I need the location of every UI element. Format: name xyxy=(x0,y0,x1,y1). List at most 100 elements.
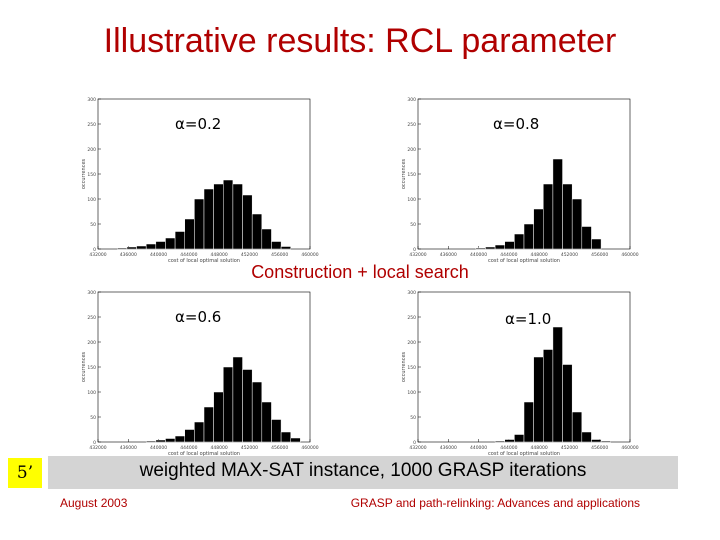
x-tick-label: 452000 xyxy=(241,252,258,258)
histogram-chart: 0 50 100 150 200 250 300 432000 436000 440000 4440… xyxy=(401,290,639,457)
y-tick-label: 50 xyxy=(410,222,416,228)
x-tick-label: 448000 xyxy=(531,445,548,451)
histogram-bar xyxy=(165,237,176,250)
x-tick-label: 448000 xyxy=(531,252,548,258)
x-tick-label: 452000 xyxy=(561,445,578,451)
alpha-label: α=1.0 xyxy=(505,310,552,328)
y-axis-label: occurrences xyxy=(401,158,407,189)
histogram-bar xyxy=(184,429,195,443)
histogram-chart: 0 50 100 150 200 250 300 432000 436000 440000 4440… xyxy=(401,97,639,264)
histogram-bar xyxy=(552,326,563,443)
histogram-bar xyxy=(213,183,224,250)
y-tick-label: 150 xyxy=(87,365,96,371)
y-tick-label: 250 xyxy=(87,315,96,321)
histogram-bar xyxy=(494,440,505,443)
footer-title: GRASP and path-relinking: Advances and a… xyxy=(350,496,640,510)
y-tick-label: 150 xyxy=(407,172,416,178)
x-axis-label: cost of local optimal solution xyxy=(488,258,560,264)
histogram-bar xyxy=(251,381,263,443)
y-tick-label: 100 xyxy=(407,197,416,203)
x-tick-label: 432000 xyxy=(409,445,426,451)
y-tick-label: 250 xyxy=(407,122,416,128)
histogram-bar xyxy=(552,158,563,250)
y-tick-label: 250 xyxy=(407,315,416,321)
histogram-panel-alpha-1-0: 0 50 100 150 200 250 300 432000 436000 440000 4440… xyxy=(398,288,639,458)
y-tick-label: 200 xyxy=(407,340,416,346)
y-tick-label: 100 xyxy=(87,390,96,396)
histogram-bar xyxy=(494,244,505,250)
x-tick-label: 456000 xyxy=(271,252,288,258)
y-tick-label: 200 xyxy=(87,147,96,153)
y-tick-label: 0 xyxy=(413,247,416,253)
histogram-panel-alpha-0-6: 0 50 100 150 200 250 300 432000 436000 440000 4440… xyxy=(78,288,319,458)
x-tick-label: 440000 xyxy=(150,252,167,258)
x-tick-label: 436000 xyxy=(120,252,137,258)
x-tick-label: 444000 xyxy=(500,445,517,451)
histogram-bar xyxy=(165,438,176,443)
histogram-bar xyxy=(261,401,272,443)
x-axis-label: cost of local optimal solution xyxy=(488,451,560,457)
histogram-bar xyxy=(543,183,554,250)
histogram-bar xyxy=(600,440,611,443)
histogram-bar xyxy=(271,419,282,443)
histogram-bar xyxy=(280,246,291,250)
x-tick-label: 444000 xyxy=(180,252,197,258)
y-tick-label: 300 xyxy=(407,290,416,296)
x-tick-label: 444000 xyxy=(180,445,197,451)
x-tick-label: 436000 xyxy=(120,445,137,451)
histogram-bar xyxy=(126,246,137,250)
x-tick-label: 432000 xyxy=(409,252,426,258)
histogram-bar xyxy=(194,198,205,250)
histogram-bar xyxy=(571,411,583,443)
histogram-bar xyxy=(155,439,166,443)
y-tick-label: 100 xyxy=(87,197,96,203)
y-tick-label: 300 xyxy=(87,97,96,103)
x-tick-label: 460000 xyxy=(621,445,638,451)
footer-date: August 2003 xyxy=(60,496,128,510)
caption-text: weighted MAX-SAT instance, 1000 GRASP it… xyxy=(139,460,587,481)
histogram-panel-alpha-0-8: 0 50 100 150 200 250 300 432000 436000 440000 4440… xyxy=(398,95,639,265)
histogram-bar xyxy=(155,241,166,250)
y-axis-label: occurrences xyxy=(81,351,87,382)
section-subtitle: Construction + local search xyxy=(251,262,469,282)
x-tick-label: 456000 xyxy=(591,445,608,451)
alpha-label: α=0.2 xyxy=(175,115,222,133)
y-tick-label: 150 xyxy=(407,365,416,371)
histogram-bar xyxy=(203,406,214,443)
slide-title: Illustrative results: RCL parameter xyxy=(103,22,617,60)
histogram-bar xyxy=(485,246,496,250)
histogram-bar xyxy=(223,179,234,250)
y-tick-label: 150 xyxy=(87,172,96,178)
y-tick-label: 200 xyxy=(407,147,416,153)
y-tick-label: 0 xyxy=(93,247,96,253)
histogram-panel-alpha-0-2: 0 50 100 150 200 250 300 432000 436000 440000 4440… xyxy=(78,95,319,265)
histogram-bar xyxy=(145,243,157,250)
x-tick-label: 456000 xyxy=(591,252,608,258)
histogram-bar xyxy=(581,226,592,250)
histogram-bar xyxy=(514,434,525,443)
histogram-bar xyxy=(174,231,185,250)
alpha-label: α=0.6 xyxy=(175,308,222,326)
y-axis-label: occurrences xyxy=(81,158,87,189)
y-tick-label: 300 xyxy=(407,97,416,103)
histogram-bar xyxy=(504,241,515,250)
caption-band: weighted MAX-SAT instance, 1000 GRASP it… xyxy=(48,456,678,489)
x-tick-label: 440000 xyxy=(470,252,487,258)
y-axis-label: occurrences xyxy=(401,351,407,382)
x-tick-label: 440000 xyxy=(470,445,487,451)
alpha-label: α=0.8 xyxy=(493,115,540,133)
x-axis-label: cost of local optimal solution xyxy=(168,258,240,264)
slide-number: 5’ xyxy=(8,458,42,488)
histogram-bar xyxy=(251,213,263,250)
x-tick-label: 448000 xyxy=(211,252,228,258)
histogram-bar xyxy=(242,194,253,250)
histogram-chart: 0 50 100 150 200 250 300 432000 436000 440000 4440… xyxy=(81,97,319,264)
x-tick-label: 432000 xyxy=(89,445,106,451)
histogram-bar xyxy=(174,435,185,443)
x-tick-label: 452000 xyxy=(561,252,578,258)
histogram-bar xyxy=(117,247,128,250)
x-tick-label: 452000 xyxy=(241,445,258,451)
histogram-bar xyxy=(514,233,525,250)
y-tick-label: 50 xyxy=(90,222,96,228)
histogram-bar xyxy=(242,369,253,443)
